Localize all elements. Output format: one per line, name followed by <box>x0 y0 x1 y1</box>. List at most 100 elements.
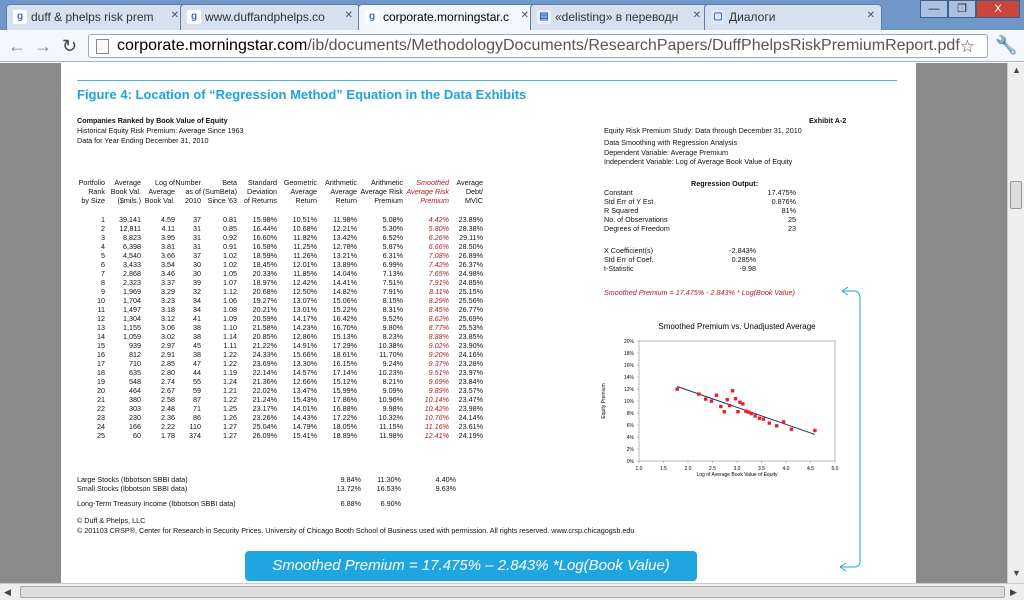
table-cell: 31 <box>193 242 201 251</box>
y-tick-label: 14% <box>624 375 635 381</box>
table-cell: 25 <box>97 431 105 440</box>
table-cell: 3.46 <box>161 269 175 278</box>
table-row: 12 1,304 3.12 41 1.09 20.59% 14.17% 16.42% 9.52%… <box>75 314 483 323</box>
close-tab-icon[interactable]: ✕ <box>170 10 179 21</box>
scroll-up-icon[interactable]: ▲ <box>1012 65 1021 75</box>
reload-icon[interactable]: ↻ <box>62 36 78 56</box>
table-cell: 10.42% <box>424 404 449 413</box>
table-cell: 25.04% <box>252 422 277 431</box>
table-cell: 8.23% <box>382 332 403 341</box>
table-cell: 2.22 <box>161 422 175 431</box>
table-cell: 6.66% <box>428 242 449 251</box>
wrench-icon[interactable]: 🔧 <box>995 35 1018 55</box>
table-cell: 17.22% <box>332 413 357 422</box>
tab-2[interactable]: g www.duffandphelps.co ✕ <box>180 4 360 30</box>
table-cell: 16.15% <box>332 359 357 368</box>
minimize-button[interactable]: — <box>920 0 948 18</box>
table-cell: 25.53% <box>458 323 483 332</box>
table-cell: 2.74 <box>161 377 175 386</box>
regression-label: No. of Observations <box>604 215 668 224</box>
table-cell: 1.19 <box>223 368 237 377</box>
close-tab-icon[interactable]: ✕ <box>344 10 353 21</box>
table-cell: 21.58% <box>252 323 277 332</box>
data-point <box>753 414 757 418</box>
table-cell: 21.24% <box>252 395 277 404</box>
table-cell: 17 <box>97 359 105 368</box>
study-line-3: Dependent Variable: Average Premium <box>604 148 728 157</box>
url-path: /ib/documents/MethodologyDocuments/Resea… <box>307 37 960 54</box>
table-cell: 7.13% <box>382 269 403 278</box>
table-cell: 7.91% <box>382 287 403 296</box>
table-cell: 5.30% <box>382 224 403 233</box>
table-row: 3 8,823 3.95 31 0.92 16.60% 11.82% 13.42% 6.52% 6… <box>75 233 483 242</box>
bookmark-star-icon[interactable]: ☆ <box>959 37 975 56</box>
tab-4[interactable]: ▤ «delisting» в переводн ✕ <box>530 4 708 30</box>
table-cell: 1.78 <box>161 431 175 440</box>
scroll-down-icon[interactable]: ▼ <box>1012 568 1021 578</box>
data-table: 1 39,141 4.59 37 0.81 15.98% 10.51% 11.98% 5.08%… <box>75 215 483 440</box>
data-point <box>727 403 732 408</box>
y-tick-label: 0% <box>627 459 635 465</box>
vertical-scrollbar[interactable]: ▲ ▼ <box>1007 63 1024 583</box>
table-cell: 3.02 <box>161 332 175 341</box>
regression-value: 23 <box>788 224 796 233</box>
x-tick-label: 3.5 <box>758 466 765 472</box>
x-tick-label: 5.0 <box>832 466 839 472</box>
horizontal-scroll-thumb[interactable] <box>20 586 1005 598</box>
table-cell: 8 <box>101 278 105 287</box>
table-cell: 1.12 <box>223 287 237 296</box>
maximize-button[interactable]: ❐ <box>948 0 976 18</box>
tab-3[interactable]: g corporate.morningstar.c ✕ <box>358 4 536 30</box>
table-cell: 23.98% <box>458 404 483 413</box>
vertical-scroll-thumb[interactable] <box>1010 181 1022 209</box>
tab-1[interactable]: g duff & phelps risk prem ✕ <box>6 4 186 30</box>
table-cell: 21.36% <box>252 377 277 386</box>
x-tick-label: 2.0 <box>685 466 692 472</box>
table-cell: 3.66 <box>161 251 175 260</box>
table-cell: 9.52% <box>382 314 403 323</box>
address-bar[interactable]: corporate.morningstar.com/ib/documents/M… <box>88 34 988 58</box>
tab-5[interactable]: ▢ Диалоги ✕ <box>704 4 882 30</box>
table-row: 17 710 2.85 47 1.22 23.69% 13.30% 16.15% 9.24% 9.… <box>75 359 483 368</box>
close-tab-icon[interactable]: ✕ <box>866 10 875 21</box>
table-cell: 16.58% <box>252 242 277 251</box>
table-cell: 11.82% <box>293 233 317 242</box>
forward-arrow-icon[interactable]: → <box>34 36 52 56</box>
table-cell: 87 <box>193 395 201 404</box>
pdf-viewer: Figure 4: Location of “Regression Method… <box>0 63 1024 583</box>
table-cell: 14.01% <box>292 404 317 413</box>
table-cell: 5.80% <box>428 224 449 233</box>
y-tick-label: 2% <box>627 447 635 453</box>
table-cell: 15.66% <box>292 350 317 359</box>
coef-label: X Coefficient(s) <box>604 246 653 255</box>
close-tab-icon[interactable]: ✕ <box>520 10 529 21</box>
back-arrow-icon[interactable]: ← <box>8 36 26 56</box>
table-cell: 2.58 <box>161 395 175 404</box>
table-cell: 1,059 <box>123 332 141 341</box>
table-cell: 1,155 <box>123 323 141 332</box>
coef-label: Std Err of Coef. <box>604 255 654 264</box>
table-cell: 2.36 <box>161 413 175 422</box>
table-cell: 9.51% <box>428 368 449 377</box>
table-cell: 18.89% <box>332 431 357 440</box>
scroll-right-icon[interactable]: ▶ <box>1010 587 1017 597</box>
data-point <box>703 397 708 401</box>
close-window-button[interactable]: X <box>976 0 1020 18</box>
table-cell: 12.01% <box>292 260 317 269</box>
close-tab-icon[interactable]: ✕ <box>692 10 701 21</box>
window-controls: — ❐ X <box>920 0 1020 18</box>
data-point <box>697 392 701 396</box>
horizontal-scrollbar[interactable]: ◀ ▶ <box>0 583 1024 600</box>
copyright-2: © 201103 CRSP®, Center for Research in S… <box>77 526 635 535</box>
table-cell: 11.98% <box>379 431 403 440</box>
column-header: Premium <box>374 196 403 205</box>
table-cell: 4.59 <box>161 215 175 224</box>
column-header: MVIC <box>465 196 483 205</box>
table-cell: 11.70% <box>379 350 403 359</box>
y-axis-label: Equity Premium <box>601 383 607 418</box>
data-point <box>725 397 729 402</box>
scroll-left-icon[interactable]: ◀ <box>4 587 11 597</box>
table-cell: 12.42% <box>292 278 317 287</box>
tab-label: «delisting» в переводн <box>555 10 679 24</box>
table-cell: 14.91% <box>292 341 317 350</box>
